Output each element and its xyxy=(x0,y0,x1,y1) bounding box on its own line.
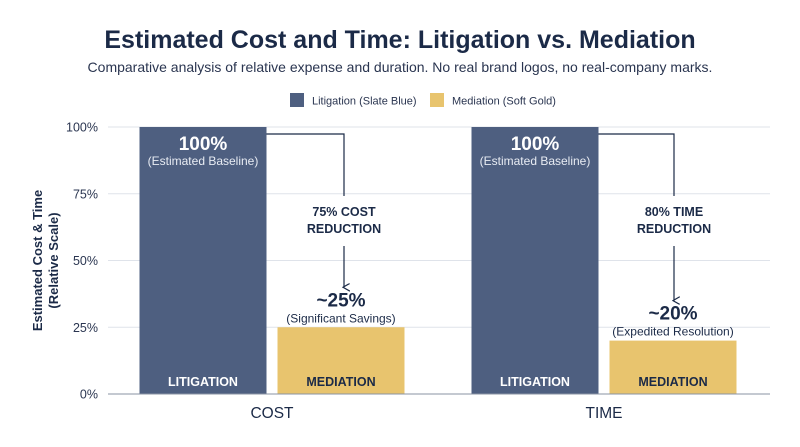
annotations: 75% COST REDUCTION 80% TIME REDUCTION xyxy=(266,133,711,301)
bar-category-label: LITIGATION xyxy=(168,375,238,389)
reduction-annotation-cost: 75% COST REDUCTION xyxy=(266,133,381,287)
y-tick-label: 25% xyxy=(73,321,98,335)
legend-label: Litigation (Slate Blue) xyxy=(312,96,417,108)
reduction-label: REDUCTION xyxy=(307,222,381,236)
y-tick-label: 100% xyxy=(66,121,98,135)
bar xyxy=(609,340,737,394)
y-axis: 0% 25% 50% 75% 100% xyxy=(66,121,98,402)
legend-swatch xyxy=(290,93,304,107)
bar-group-time-0: LITIGATION 100%(Estimated Baseline) xyxy=(471,127,599,394)
y-tick-label: 75% xyxy=(73,187,98,201)
y-tick-label: 50% xyxy=(73,254,98,268)
chart-title: Estimated Cost and Time: Litigation vs. … xyxy=(104,26,695,54)
data-label: 100% xyxy=(179,134,228,155)
x-axis: COST TIME xyxy=(108,393,770,422)
y-axis-label: Estimated Cost & Time (Relative Scale) xyxy=(30,190,61,331)
data-label: ~20% xyxy=(648,304,697,325)
data-label: ~25% xyxy=(316,290,365,311)
legend: Litigation (Slate Blue) Mediation (Soft G… xyxy=(290,93,556,108)
chart-subtitle: Comparative analysis of relative expense… xyxy=(88,59,713,75)
bar xyxy=(471,127,599,394)
bar xyxy=(277,327,405,394)
reduction-label: 75% COST xyxy=(312,205,376,219)
legend-item-1: Mediation (Soft Gold) xyxy=(430,93,556,108)
legend-item-0: Litigation (Slate Blue) xyxy=(290,93,417,108)
data-label: 100% xyxy=(511,134,560,155)
x-tick-label: TIME xyxy=(585,405,622,422)
y-axis-label-line: (Relative Scale) xyxy=(46,212,61,308)
x-tick-label: COST xyxy=(250,405,294,422)
bar-group-time-1: MEDIATION ~20%(Expedited Resolution) xyxy=(609,304,737,394)
bar-category-label: MEDIATION xyxy=(638,375,707,389)
legend-swatch xyxy=(430,93,444,107)
bar xyxy=(139,127,267,394)
legend-label: Mediation (Soft Gold) xyxy=(452,96,556,108)
bar-category-label: MEDIATION xyxy=(306,375,375,389)
y-axis-label-line: Estimated Cost & Time xyxy=(30,190,45,331)
y-tick-label: 0% xyxy=(80,388,98,402)
reduction-arrow-upper xyxy=(266,133,345,196)
data-note: (Expedited Resolution) xyxy=(612,325,733,339)
bar-group-cost-1: MEDIATION ~25%(Significant Savings) xyxy=(277,290,405,394)
data-note: (Significant Savings) xyxy=(286,311,395,325)
reduction-annotation-time: 80% TIME REDUCTION xyxy=(598,133,711,301)
bar-group-cost-0: LITIGATION 100%(Estimated Baseline) xyxy=(139,127,267,394)
data-note: (Estimated Baseline) xyxy=(148,154,259,168)
reduction-label: 80% TIME xyxy=(645,205,703,219)
data-note: (Estimated Baseline) xyxy=(480,154,591,168)
bar-category-label: LITIGATION xyxy=(500,375,570,389)
reduction-label: REDUCTION xyxy=(637,222,711,236)
reduction-arrow-upper xyxy=(598,133,675,196)
